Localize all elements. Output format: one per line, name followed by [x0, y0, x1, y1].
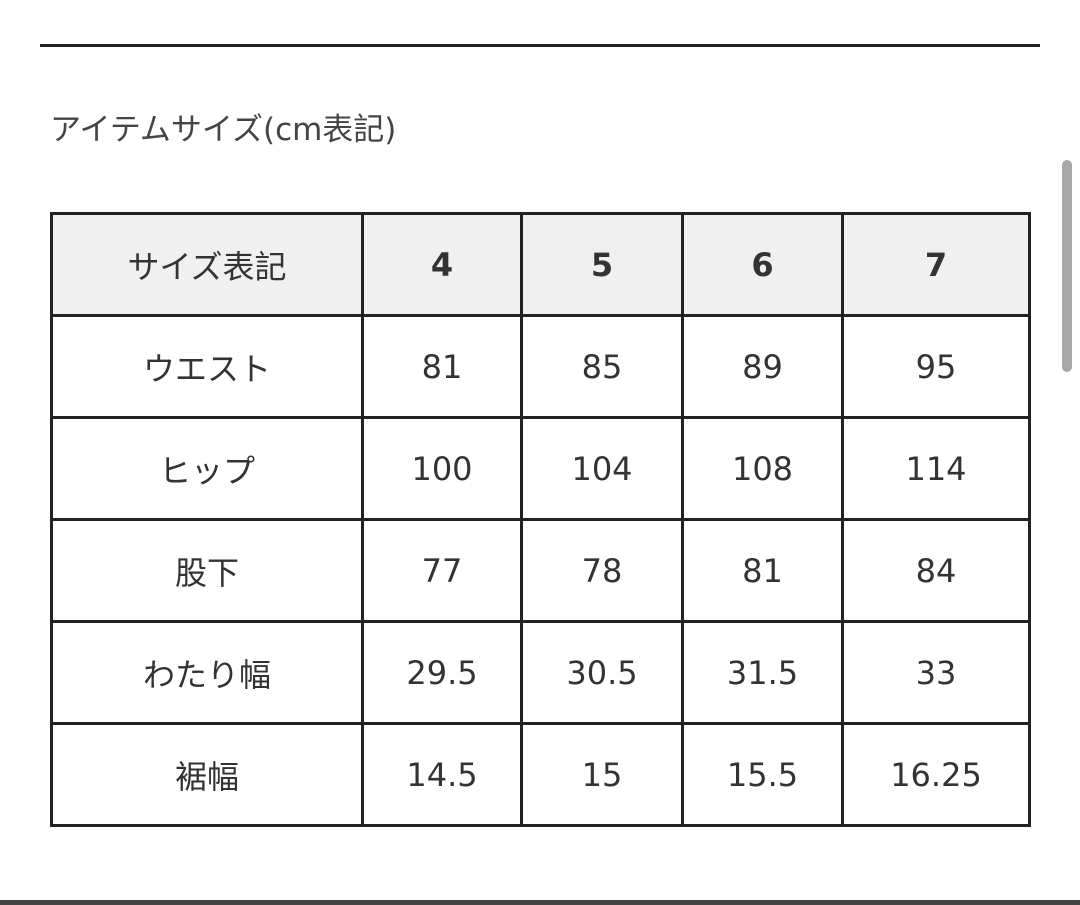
header-cell: サイズ表記 — [50, 212, 364, 317]
value-cell: 85 — [520, 314, 684, 419]
value-cell: 81 — [361, 314, 523, 419]
value-cell: 31.5 — [681, 620, 844, 725]
value-cell: 95 — [841, 314, 1031, 419]
row-label-cell: 股下 — [50, 518, 364, 623]
bottom-divider — [0, 900, 1080, 905]
header-cell: 7 — [841, 212, 1031, 317]
header-cell: 5 — [520, 212, 684, 317]
row-label-cell: わたり幅 — [50, 620, 364, 725]
table-row: ウエスト 81 85 89 95 — [50, 314, 1031, 419]
table-header-row: サイズ表記 4 5 6 7 — [50, 212, 1031, 317]
value-cell: 77 — [361, 518, 523, 623]
value-cell: 81 — [681, 518, 844, 623]
header-cell: 4 — [361, 212, 523, 317]
scrollbar-thumb[interactable] — [1062, 160, 1072, 372]
value-cell: 84 — [841, 518, 1031, 623]
table-row: 股下 77 78 81 84 — [50, 518, 1031, 623]
table-row: わたり幅 29.5 30.5 31.5 33 — [50, 620, 1031, 725]
value-cell: 114 — [841, 416, 1031, 521]
header-cell: 6 — [681, 212, 844, 317]
row-label-cell: ヒップ — [50, 416, 364, 521]
value-cell: 100 — [361, 416, 523, 521]
value-cell: 30.5 — [520, 620, 684, 725]
table-row: ヒップ 100 104 108 114 — [50, 416, 1031, 521]
section-title: アイテムサイズ(cm表記) — [50, 112, 397, 148]
value-cell: 78 — [520, 518, 684, 623]
top-divider — [40, 44, 1040, 47]
size-table: サイズ表記 4 5 6 7 ウエスト 81 85 89 95 ヒップ 100 104 108 11… — [50, 212, 1031, 827]
table-row: 裾幅 14.5 15 15.5 16.25 — [50, 722, 1031, 827]
value-cell: 15 — [520, 722, 684, 827]
value-cell: 29.5 — [361, 620, 523, 725]
value-cell: 104 — [520, 416, 684, 521]
value-cell: 33 — [841, 620, 1031, 725]
row-label-cell: ウエスト — [50, 314, 364, 419]
value-cell: 89 — [681, 314, 844, 419]
value-cell: 16.25 — [841, 722, 1031, 827]
value-cell: 14.5 — [361, 722, 523, 827]
row-label-cell: 裾幅 — [50, 722, 364, 827]
value-cell: 108 — [681, 416, 844, 521]
value-cell: 15.5 — [681, 722, 844, 827]
